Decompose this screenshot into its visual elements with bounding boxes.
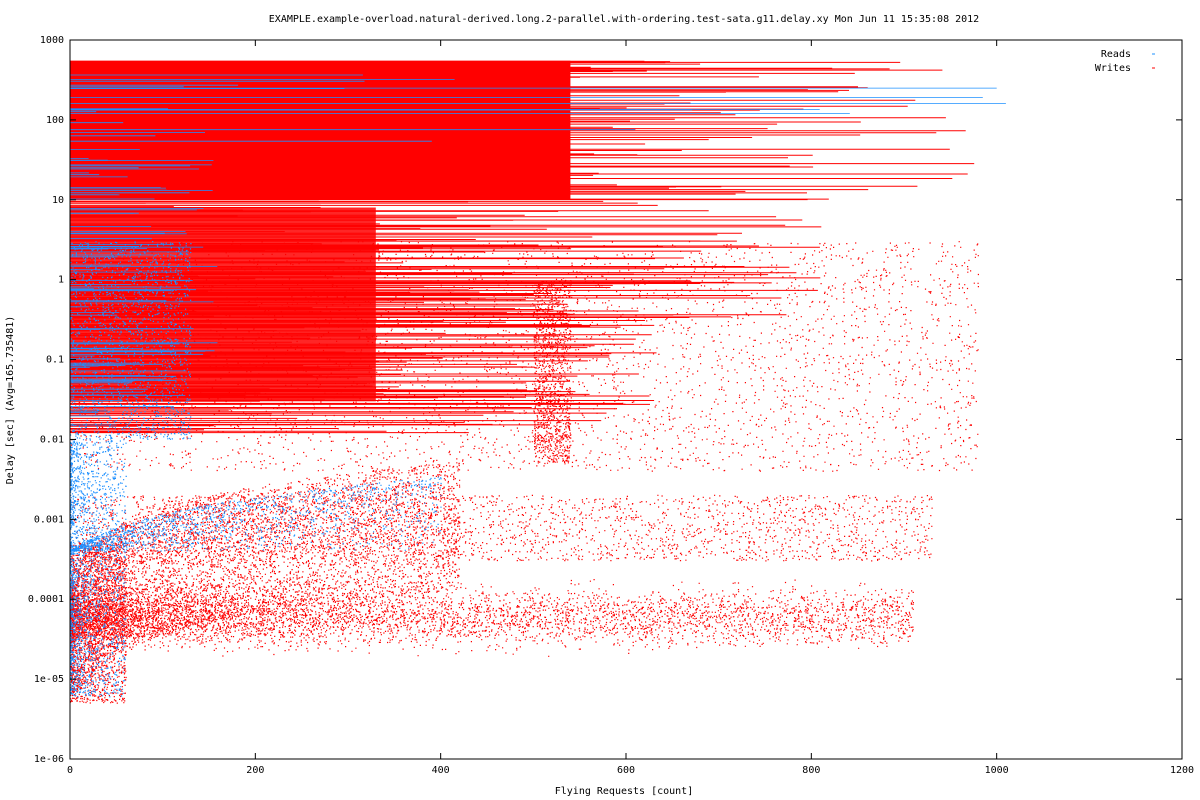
x-tick-label: 200 xyxy=(246,765,264,776)
reads-series-layer xyxy=(70,74,1006,698)
y-tick-label: 1e-05 xyxy=(34,674,64,685)
y-tick-label: 100 xyxy=(46,115,64,126)
y-tick-label: 10 xyxy=(52,195,64,206)
y-tick-label: 0.01 xyxy=(40,434,64,445)
x-tick-label: 400 xyxy=(432,765,450,776)
x-axis-label: Flying Requests [count] xyxy=(555,786,693,797)
x-tick-label: 1200 xyxy=(1170,765,1194,776)
chart-title: EXAMPLE.example-overload.natural-derived… xyxy=(269,14,979,25)
legend-label-writes: Writes xyxy=(1095,63,1131,74)
y-axis: 1e-06 1e-05 0.0001 0.001 0.01 0.1 1 10 100 1000 xyxy=(28,35,1182,765)
reads-points xyxy=(70,241,442,698)
writes-bulk-block xyxy=(70,207,376,402)
x-tick-label: 800 xyxy=(802,765,820,776)
y-tick-label: 0.001 xyxy=(34,514,64,525)
y-tick-label: 0.1 xyxy=(46,355,64,366)
y-tick-label: 1e-06 xyxy=(34,754,64,765)
x-tick-label: 1000 xyxy=(985,765,1009,776)
x-tick-label: 600 xyxy=(617,765,635,776)
legend: Reads Writes xyxy=(1095,49,1155,74)
writes-series-layer xyxy=(70,60,979,704)
y-tick-label: 1000 xyxy=(40,35,64,46)
y-axis-label: Delay [sec] (Avg=165.735481) xyxy=(5,316,16,485)
y-tick-label: 0.0001 xyxy=(28,594,64,605)
x-tick-label: 0 xyxy=(67,765,73,776)
x-axis: 0 200 400 600 800 1000 1200 xyxy=(67,40,1194,776)
plot-area xyxy=(70,60,1006,704)
y-tick-label: 1 xyxy=(58,275,64,286)
legend-label-reads: Reads xyxy=(1101,49,1131,60)
